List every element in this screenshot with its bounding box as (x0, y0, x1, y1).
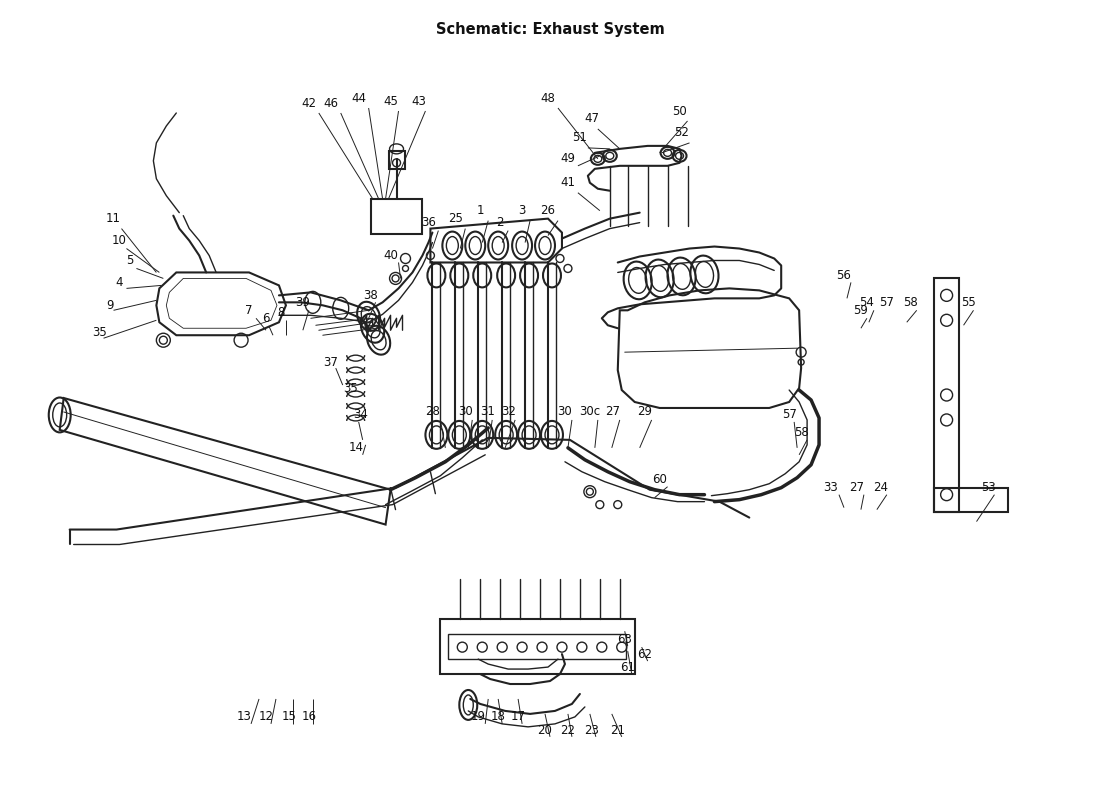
Text: 14: 14 (349, 442, 363, 454)
Text: 35: 35 (92, 326, 107, 338)
Text: 44: 44 (351, 91, 366, 105)
Text: 26: 26 (540, 204, 556, 217)
Text: 52: 52 (674, 126, 689, 139)
Text: 12: 12 (258, 710, 274, 723)
Text: 6: 6 (262, 312, 270, 325)
Text: 18: 18 (491, 710, 506, 723)
Text: 50: 50 (672, 105, 686, 118)
Text: 57: 57 (879, 296, 894, 309)
Text: 61: 61 (620, 661, 635, 674)
Text: 57: 57 (782, 409, 796, 422)
Text: 51: 51 (572, 131, 587, 145)
Text: 35: 35 (343, 382, 359, 394)
Text: 1: 1 (476, 204, 484, 217)
Text: 29: 29 (637, 406, 652, 418)
Text: 23: 23 (584, 724, 600, 738)
Text: 53: 53 (981, 481, 996, 494)
Text: 58: 58 (794, 426, 808, 439)
Text: 24: 24 (873, 481, 889, 494)
Bar (449, 634, 626, 659)
Text: 27: 27 (605, 406, 620, 418)
Text: 63: 63 (617, 633, 632, 646)
Text: 39: 39 (296, 296, 310, 309)
Text: 15: 15 (282, 710, 296, 723)
Text: 28: 28 (425, 406, 440, 418)
Bar (388, 151, 405, 169)
Text: 10: 10 (112, 234, 126, 247)
Text: Schematic: Exhaust System: Schematic: Exhaust System (436, 22, 664, 37)
Text: 30: 30 (558, 406, 572, 418)
Text: 30c: 30c (580, 406, 601, 418)
Text: 19: 19 (471, 710, 486, 723)
Bar (371, 198, 422, 234)
Text: 9: 9 (106, 299, 113, 312)
Text: 33: 33 (824, 481, 838, 494)
Text: 38: 38 (363, 289, 378, 302)
Text: 41: 41 (560, 176, 575, 190)
Text: 27: 27 (849, 481, 865, 494)
Text: 8: 8 (277, 306, 285, 319)
Text: 4: 4 (116, 276, 123, 289)
Text: 60: 60 (652, 474, 667, 486)
Text: 36: 36 (421, 216, 436, 229)
Bar (440, 619, 635, 674)
Text: 42: 42 (301, 97, 317, 110)
Text: 49: 49 (560, 152, 575, 166)
Text: 46: 46 (323, 97, 339, 110)
Text: 13: 13 (236, 710, 252, 723)
Text: 55: 55 (961, 296, 976, 309)
Text: 22: 22 (560, 724, 575, 738)
Text: 21: 21 (610, 724, 625, 738)
Text: 11: 11 (106, 212, 121, 225)
Text: 58: 58 (903, 296, 918, 309)
Text: 7: 7 (245, 304, 253, 317)
Text: 56: 56 (836, 269, 851, 282)
Text: 62: 62 (637, 648, 652, 661)
Text: 30: 30 (458, 406, 473, 418)
Text: 59: 59 (854, 304, 868, 317)
Text: 31: 31 (480, 406, 495, 418)
Text: 37: 37 (323, 356, 338, 369)
Text: 34: 34 (353, 409, 369, 422)
Text: 20: 20 (538, 724, 552, 738)
Text: 45: 45 (383, 94, 398, 107)
Text: 32: 32 (500, 406, 516, 418)
Text: 2: 2 (496, 216, 504, 229)
Text: 54: 54 (859, 296, 874, 309)
Text: 47: 47 (584, 113, 600, 126)
Text: 16: 16 (301, 710, 317, 723)
Text: 3: 3 (518, 204, 526, 217)
Text: 48: 48 (540, 91, 556, 105)
Text: 5: 5 (125, 254, 133, 267)
Text: 40: 40 (383, 249, 398, 262)
Text: 25: 25 (448, 212, 463, 225)
Text: 17: 17 (510, 710, 526, 723)
Text: 43: 43 (411, 94, 426, 107)
